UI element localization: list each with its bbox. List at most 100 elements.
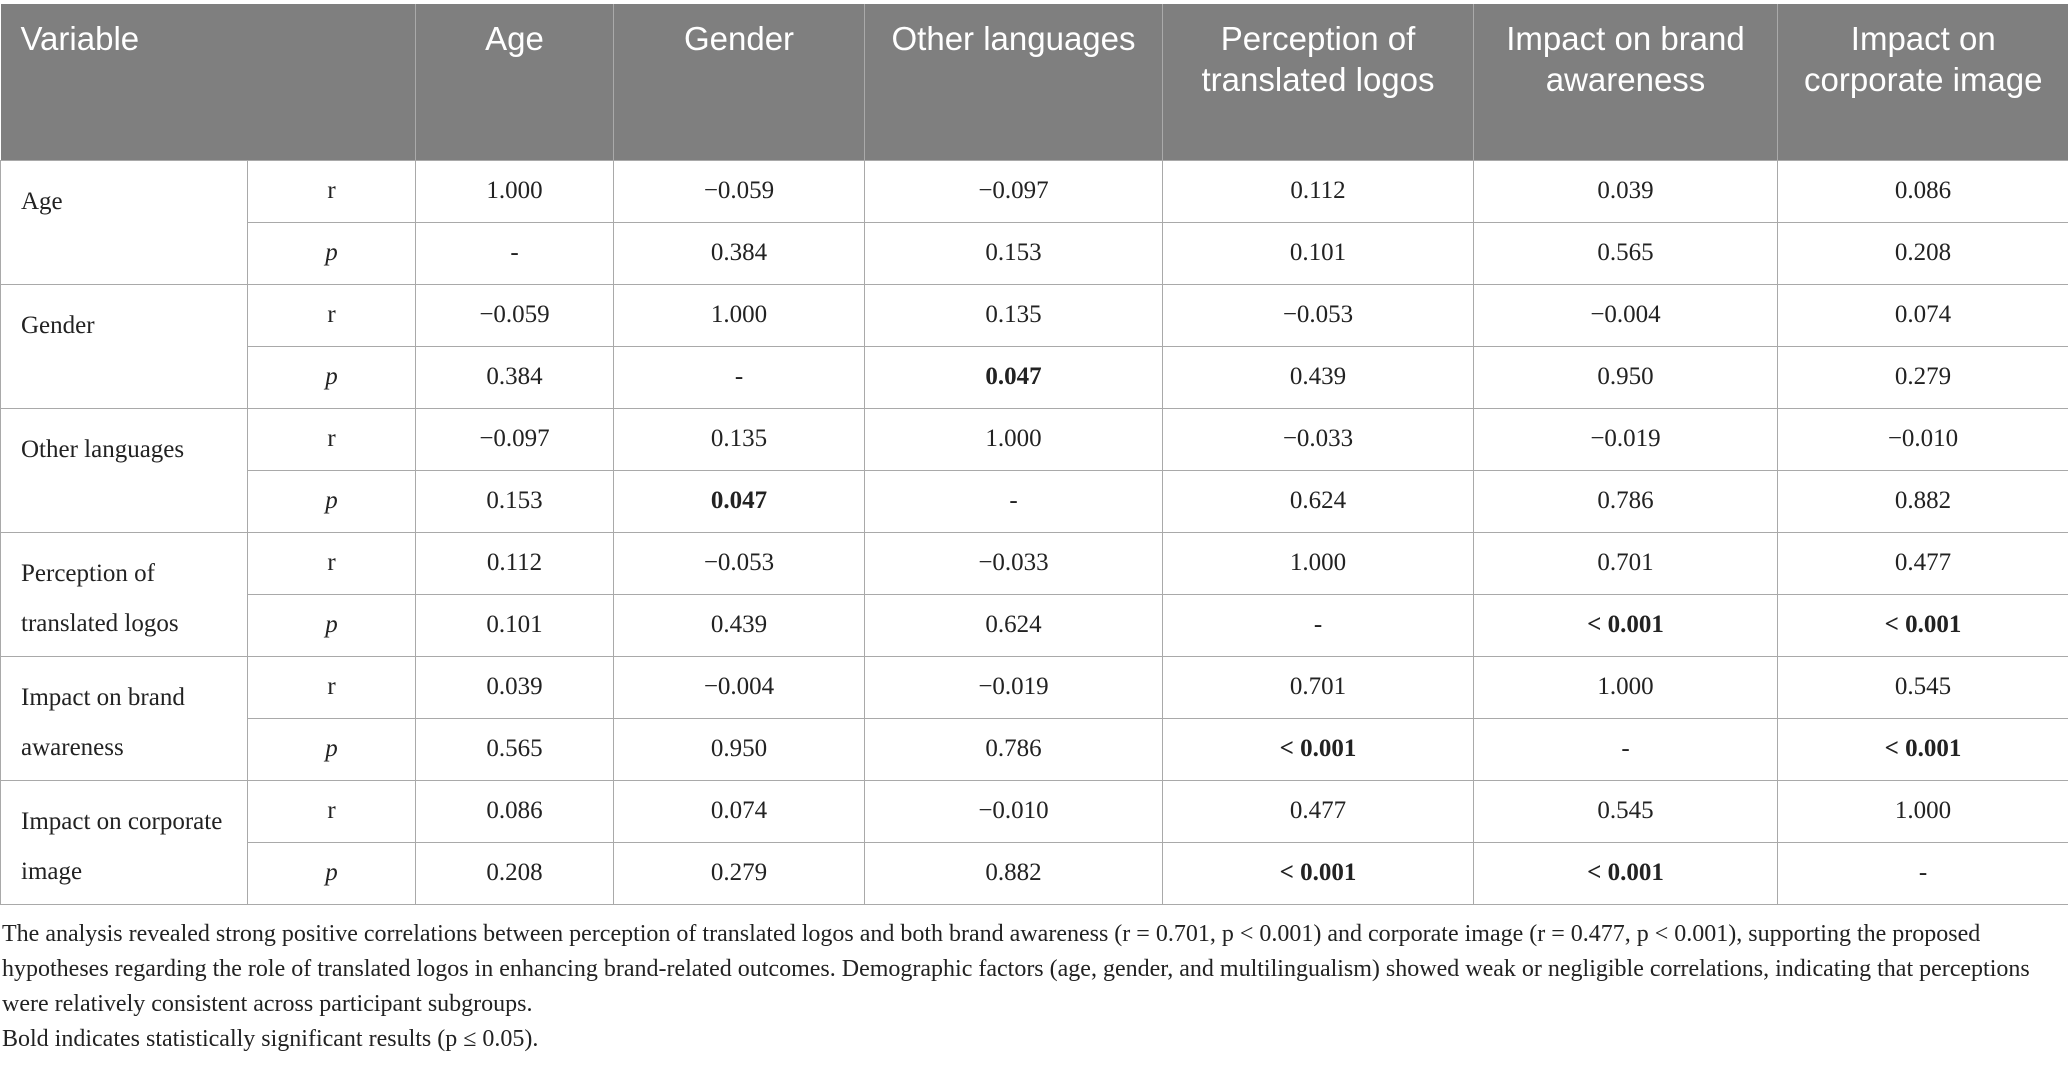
stat-label: r — [248, 408, 416, 470]
stat-label: p — [248, 718, 416, 780]
cell: 0.384 — [416, 346, 614, 408]
cell: 0.153 — [865, 222, 1163, 284]
cell: 0.882 — [865, 842, 1163, 904]
cell: < 0.001 — [1778, 594, 2068, 656]
cell: −0.097 — [416, 408, 614, 470]
column-header: Gender — [614, 4, 865, 160]
stat-label: p — [248, 594, 416, 656]
stat-label: r — [248, 780, 416, 842]
stat-label: p — [248, 222, 416, 284]
stat-label: r — [248, 532, 416, 594]
variable-name: Age — [1, 160, 248, 284]
cell: 0.074 — [1778, 284, 2068, 346]
cell: 0.701 — [1474, 532, 1778, 594]
cell: 0.279 — [1778, 346, 2068, 408]
cell: −0.059 — [614, 160, 865, 222]
cell: 1.000 — [1474, 656, 1778, 718]
cell: −0.053 — [614, 532, 865, 594]
column-header: Other languages — [865, 4, 1163, 160]
cell: - — [416, 222, 614, 284]
cell: 0.545 — [1778, 656, 2068, 718]
cell: - — [1474, 718, 1778, 780]
cell: 0.112 — [416, 532, 614, 594]
cell: 0.039 — [1474, 160, 1778, 222]
variable-name: Gender — [1, 284, 248, 408]
cell: −0.010 — [1778, 408, 2068, 470]
cell: 0.786 — [1474, 470, 1778, 532]
stat-label: r — [248, 656, 416, 718]
column-header: Variable — [1, 4, 416, 160]
cell: 0.101 — [1163, 222, 1474, 284]
cell: 0.086 — [416, 780, 614, 842]
cell: 0.477 — [1163, 780, 1474, 842]
cell: −0.004 — [1474, 284, 1778, 346]
stat-label: r — [248, 160, 416, 222]
cell: −0.053 — [1163, 284, 1474, 346]
cell: 0.545 — [1474, 780, 1778, 842]
cell: −0.004 — [614, 656, 865, 718]
cell: 0.047 — [865, 346, 1163, 408]
cell: 0.439 — [614, 594, 865, 656]
cell: 1.000 — [416, 160, 614, 222]
cell: 0.039 — [416, 656, 614, 718]
cell: 0.208 — [416, 842, 614, 904]
cell: 0.624 — [865, 594, 1163, 656]
stat-label: p — [248, 842, 416, 904]
cell: 1.000 — [1778, 780, 2068, 842]
cell: - — [1163, 594, 1474, 656]
cell: 0.565 — [1474, 222, 1778, 284]
cell: < 0.001 — [1778, 718, 2068, 780]
cell: 0.279 — [614, 842, 865, 904]
cell: < 0.001 — [1163, 718, 1474, 780]
cell: 0.624 — [1163, 470, 1474, 532]
variable-name: Impact on brand awareness — [1, 656, 248, 780]
column-header: Perception of translated logos — [1163, 4, 1474, 160]
cell: - — [865, 470, 1163, 532]
footnotes: The analysis revealed strong positive co… — [0, 905, 2068, 1057]
variable-name: Impact on corporate image — [1, 780, 248, 904]
cell: −0.033 — [1163, 408, 1474, 470]
cell: - — [1778, 842, 2068, 904]
cell: 0.112 — [1163, 160, 1474, 222]
cell: 0.135 — [614, 408, 865, 470]
cell: 0.101 — [416, 594, 614, 656]
cell: 0.950 — [1474, 346, 1778, 408]
stat-label: p — [248, 470, 416, 532]
cell: 0.565 — [416, 718, 614, 780]
cell: 0.439 — [1163, 346, 1474, 408]
cell: < 0.001 — [1474, 842, 1778, 904]
cell: - — [614, 346, 865, 408]
cell: −0.019 — [865, 656, 1163, 718]
cell: 0.477 — [1778, 532, 2068, 594]
stat-label: r — [248, 284, 416, 346]
cell: 0.047 — [614, 470, 865, 532]
cell: −0.033 — [865, 532, 1163, 594]
cell: −0.059 — [416, 284, 614, 346]
variable-name: Other languages — [1, 408, 248, 532]
cell: 0.701 — [1163, 656, 1474, 718]
cell: 0.074 — [614, 780, 865, 842]
cell: 1.000 — [614, 284, 865, 346]
cell: 1.000 — [865, 408, 1163, 470]
cell: 0.153 — [416, 470, 614, 532]
cell: 0.950 — [614, 718, 865, 780]
stat-label: p — [248, 346, 416, 408]
column-header: Age — [416, 4, 614, 160]
cell: −0.097 — [865, 160, 1163, 222]
column-header: Impact on brand awareness — [1474, 4, 1778, 160]
footnote: The analysis revealed strong positive co… — [2, 917, 2064, 1022]
cell: 0.135 — [865, 284, 1163, 346]
cell: −0.019 — [1474, 408, 1778, 470]
